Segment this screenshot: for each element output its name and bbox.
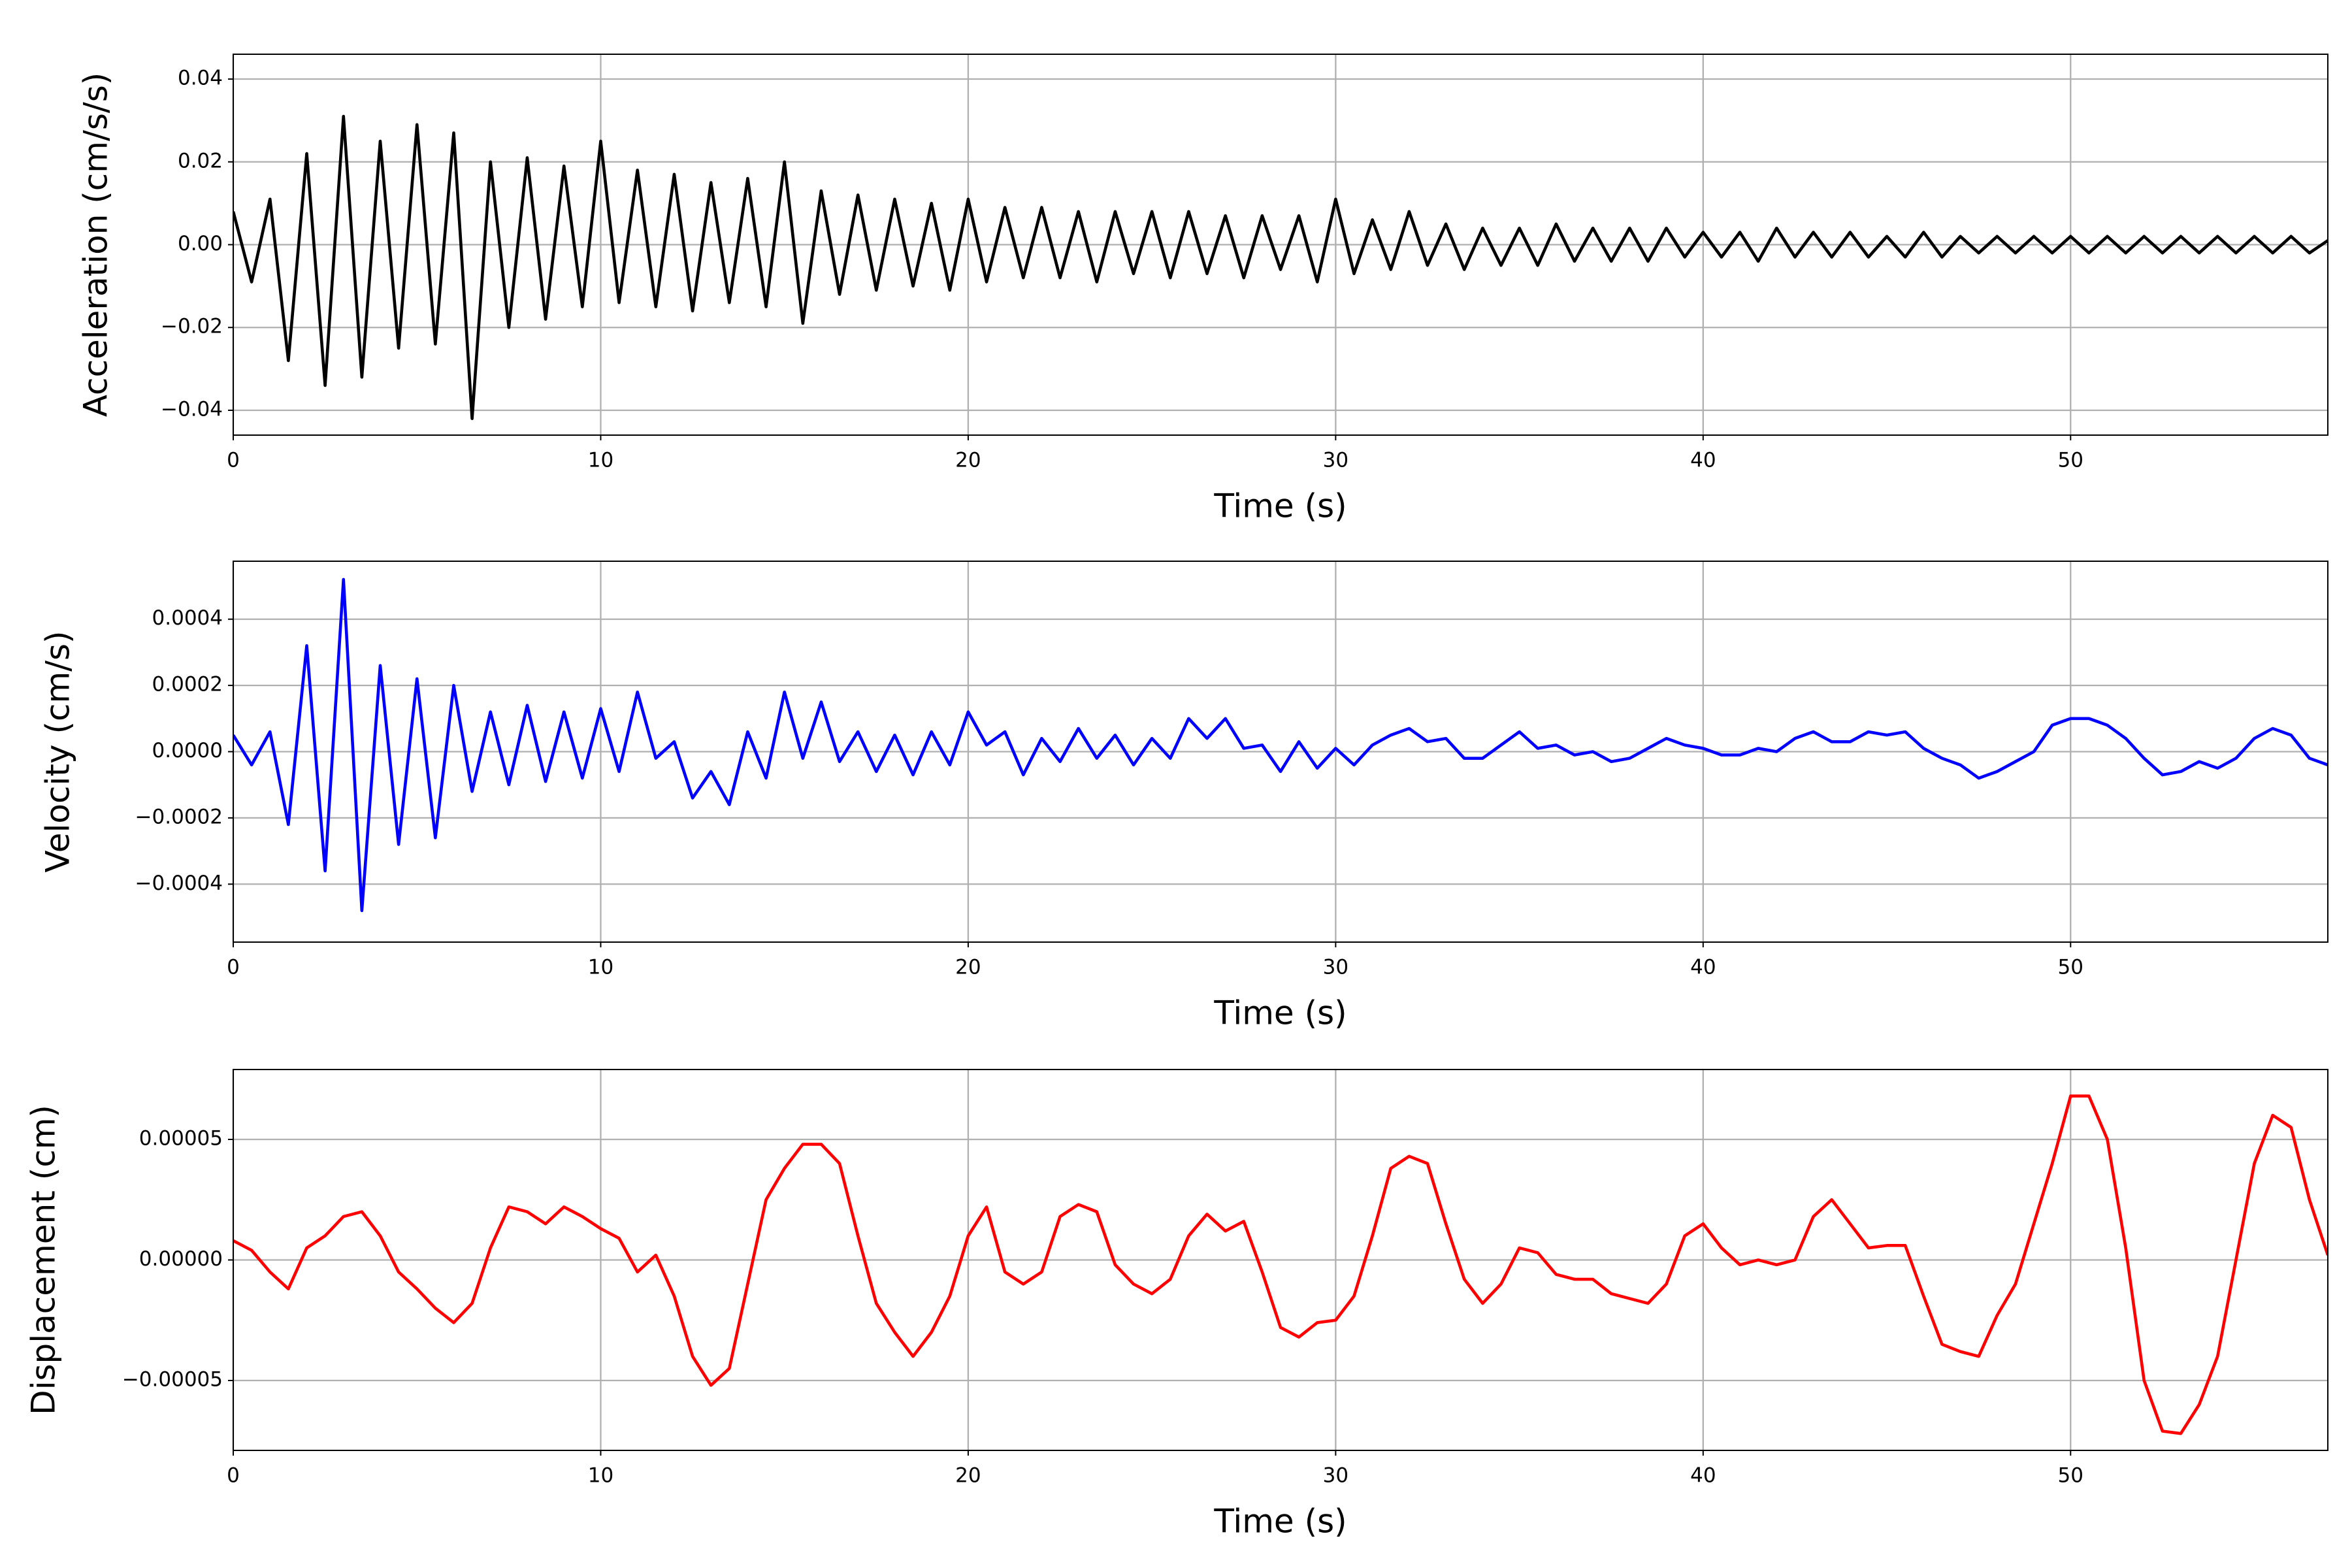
x-tick-label: 0 bbox=[227, 1464, 240, 1488]
x-tick-label: 50 bbox=[2058, 449, 2083, 472]
x-tick-label: 40 bbox=[1690, 956, 1716, 979]
data-line bbox=[233, 578, 2328, 913]
x-tick-label: 10 bbox=[588, 956, 613, 979]
y-tick-label: −0.0002 bbox=[135, 805, 223, 828]
x-tick-label: 20 bbox=[955, 1464, 981, 1488]
subplot: 0 10 20 30 40 50 −0.0004 −0.0002 0.0000 0.0002 0.0… bbox=[39, 561, 2328, 1032]
axes-frame bbox=[233, 1069, 2328, 1451]
x-tick-label: 40 bbox=[1690, 1464, 1716, 1488]
x-axis-label: Time (s) bbox=[1213, 1503, 1347, 1541]
y-axis-label: Displacement (cm) bbox=[25, 1105, 63, 1415]
x-tick-label: 10 bbox=[588, 449, 613, 472]
y-tick-label: −0.0004 bbox=[135, 872, 223, 895]
y-axis-label: Velocity (cm/s) bbox=[39, 630, 77, 872]
axes-frame bbox=[233, 54, 2328, 436]
y-tick-label: −0.04 bbox=[161, 397, 223, 421]
y-tick-label: 0.0000 bbox=[152, 739, 223, 762]
y-axis-label: Acceleration (cm/s/s) bbox=[77, 73, 115, 417]
x-tick-label: 50 bbox=[2058, 1464, 2083, 1488]
x-tick-label: 30 bbox=[1323, 1464, 1348, 1488]
y-tick-label: 0.00005 bbox=[139, 1127, 223, 1151]
x-tick-label: 20 bbox=[955, 449, 981, 472]
y-tick-label: −0.00005 bbox=[122, 1367, 223, 1391]
x-tick-label: 0 bbox=[227, 449, 240, 472]
y-tick-label: 0.00 bbox=[178, 232, 223, 255]
x-tick-label: 30 bbox=[1323, 449, 1348, 472]
subplot: 0 10 20 30 40 50 −0.00005 0.00000 0.00005 Time (s… bbox=[25, 1069, 2328, 1541]
y-tick-label: 0.0004 bbox=[152, 606, 223, 630]
x-tick-label: 0 bbox=[227, 956, 240, 979]
x-tick-label: 20 bbox=[955, 956, 981, 979]
x-tick-label: 50 bbox=[2058, 956, 2083, 979]
x-tick-label: 40 bbox=[1690, 449, 1716, 472]
y-tick-label: 0.00000 bbox=[139, 1247, 223, 1271]
x-axis-label: Time (s) bbox=[1213, 994, 1347, 1032]
subplot: 0 10 20 30 40 50 −0.04 −0.02 0.00 0.02 0.04 Time (s… bbox=[77, 54, 2328, 525]
y-tick-label: −0.02 bbox=[161, 315, 223, 338]
y-tick-label: 0.02 bbox=[178, 149, 223, 172]
x-tick-label: 10 bbox=[588, 1464, 613, 1488]
x-axis-label: Time (s) bbox=[1213, 487, 1347, 525]
data-line bbox=[233, 1094, 2328, 1435]
data-line bbox=[233, 114, 2328, 420]
y-tick-label: 0.0002 bbox=[152, 673, 223, 696]
y-tick-label: 0.04 bbox=[178, 67, 223, 90]
x-tick-label: 30 bbox=[1323, 956, 1348, 979]
axes-frame bbox=[233, 561, 2328, 943]
